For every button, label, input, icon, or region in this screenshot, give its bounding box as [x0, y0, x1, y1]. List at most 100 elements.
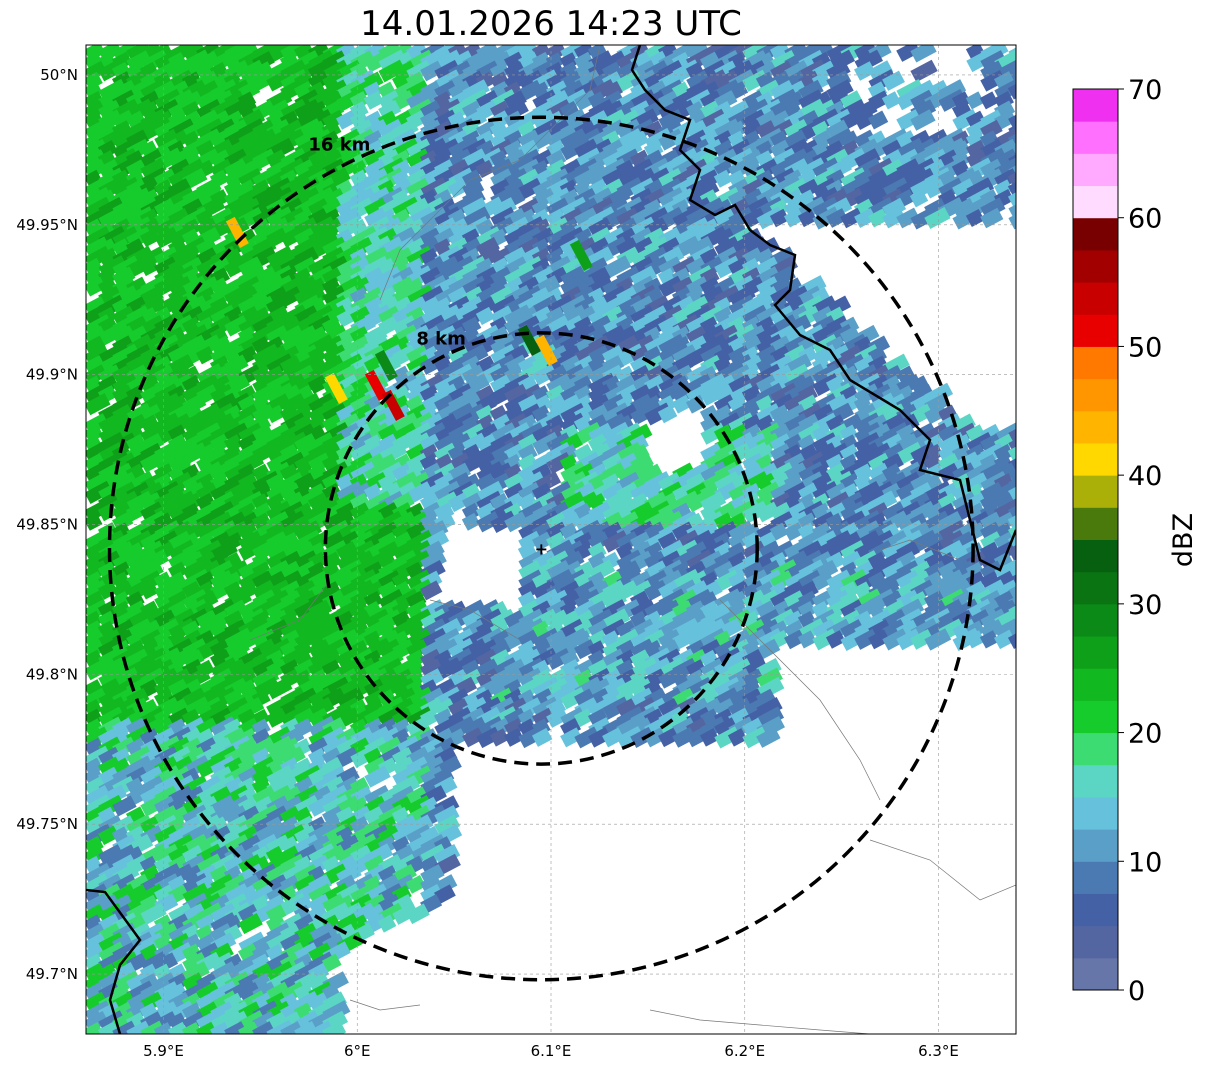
reflectivity-cell	[238, 188, 261, 209]
reflectivity-cell	[434, 45, 462, 63]
colorbar-segment	[1073, 507, 1118, 540]
reflectivity-cell	[224, 51, 246, 71]
reflectivity-cell	[560, 138, 586, 161]
reflectivity-cell	[364, 148, 388, 170]
reflectivity-cell	[658, 128, 685, 151]
reflectivity-cell	[364, 49, 392, 73]
reflectivity-cell	[406, 89, 431, 111]
reflectivity-cell	[294, 236, 320, 259]
reflectivity-cell	[574, 90, 598, 111]
reflectivity-cell	[504, 256, 529, 278]
reflectivity-cell	[573, 45, 595, 61]
reflectivity-cell	[616, 118, 643, 141]
colorbar-segment	[1073, 796, 1118, 830]
reflectivity-cell	[713, 159, 735, 179]
reflectivity-cell	[112, 79, 138, 102]
reflectivity-cell	[713, 139, 735, 159]
colorbar-segment	[1073, 249, 1118, 283]
colorbar-tick-label: 0	[1128, 976, 1145, 1007]
colorbar-segment	[1073, 636, 1118, 669]
reflectivity-cell	[910, 45, 937, 63]
reflectivity-cell	[686, 119, 709, 140]
colorbar-segment	[1073, 764, 1118, 798]
reflectivity-cell	[364, 197, 389, 219]
reflectivity-cell	[364, 158, 388, 180]
reflectivity-cell	[406, 168, 429, 189]
reflectivity-cell	[126, 45, 152, 63]
reflectivity-cell	[854, 45, 878, 62]
reflectivity-cell	[238, 158, 263, 180]
reflectivity-cell	[854, 110, 877, 130]
reflectivity-cell	[686, 187, 712, 210]
reflectivity-cell	[951, 100, 972, 120]
radar-site-marker: +	[535, 539, 548, 558]
colorbar-label: dBZ	[1168, 513, 1199, 567]
reflectivity-cell	[154, 256, 179, 278]
reflectivity-cell	[714, 45, 743, 63]
reflectivity-cell	[965, 208, 985, 228]
reflectivity-cell	[363, 91, 384, 110]
reflectivity-cell	[714, 69, 740, 92]
reflectivity-cell	[307, 149, 329, 169]
reflectivity-cell	[266, 45, 295, 63]
reflectivity-cell	[812, 206, 841, 230]
reflectivity-cell	[910, 206, 939, 230]
reflectivity-cell	[966, 50, 993, 73]
reflectivity-cell	[910, 79, 936, 102]
reflectivity-cell	[86, 90, 105, 110]
reflectivity-cell	[980, 158, 1004, 180]
reflectivity-cell	[812, 99, 838, 121]
reflectivity-cell	[658, 167, 685, 190]
reflectivity-cell	[966, 149, 989, 170]
reflectivity-cell	[322, 90, 344, 111]
reflectivity-cell	[238, 256, 264, 278]
lat-tick-label: 49.9°N	[26, 366, 78, 384]
reflectivity-cell	[98, 90, 122, 111]
reflectivity-cell	[602, 169, 624, 189]
reflectivity-cell	[322, 50, 348, 73]
reflectivity-cell	[237, 237, 259, 257]
reflectivity-cell	[266, 149, 288, 169]
reflectivity-cell	[405, 237, 427, 258]
reflectivity-cell	[336, 197, 361, 219]
reflectivity-cell	[504, 236, 529, 258]
reflectivity-cell	[475, 159, 496, 179]
reflectivity-cell	[503, 110, 524, 130]
reflectivity-cell	[392, 217, 418, 239]
reflectivity-cell	[896, 207, 921, 229]
reflectivity-cell	[294, 98, 322, 122]
reflectivity-cell	[97, 247, 119, 267]
reflectivity-cell	[588, 237, 611, 258]
reflectivity-cell	[994, 109, 1016, 131]
reflectivity-cell	[882, 207, 907, 229]
reflectivity-cell	[266, 70, 292, 92]
reflectivity-cell	[168, 61, 190, 81]
reflectivity-cell	[952, 108, 980, 132]
reflectivity-cell	[700, 90, 723, 111]
reflectivity-cell	[952, 197, 976, 219]
reflectivity-cell	[644, 70, 668, 91]
reflectivity-cell	[434, 159, 456, 179]
reflectivity-cell	[98, 99, 122, 121]
colorbar-segment	[1073, 89, 1118, 122]
reflectivity-cell	[86, 149, 107, 170]
reflectivity-cell	[839, 130, 860, 149]
colorbar-tick-label: 30	[1128, 590, 1162, 621]
reflectivity-cell	[406, 138, 433, 161]
reflectivity-cell	[629, 149, 651, 169]
reflectivity-cell	[448, 138, 473, 160]
reflectivity-cell	[210, 207, 235, 229]
reflectivity-cell	[1008, 196, 1016, 220]
reflectivity-cell	[798, 89, 825, 112]
colorbar-segment	[1073, 861, 1118, 894]
colorbar-tick-label: 40	[1128, 461, 1162, 492]
colorbar-tick-label: 50	[1128, 332, 1162, 363]
reflectivity-cell	[658, 187, 686, 210]
reflectivity-cell	[86, 138, 109, 160]
reflectivity-cell	[854, 207, 877, 229]
reflectivity-cell	[1008, 206, 1016, 230]
reflectivity-cell	[364, 207, 389, 229]
reflectivity-cell	[462, 197, 489, 220]
reflectivity-cell	[238, 59, 266, 83]
